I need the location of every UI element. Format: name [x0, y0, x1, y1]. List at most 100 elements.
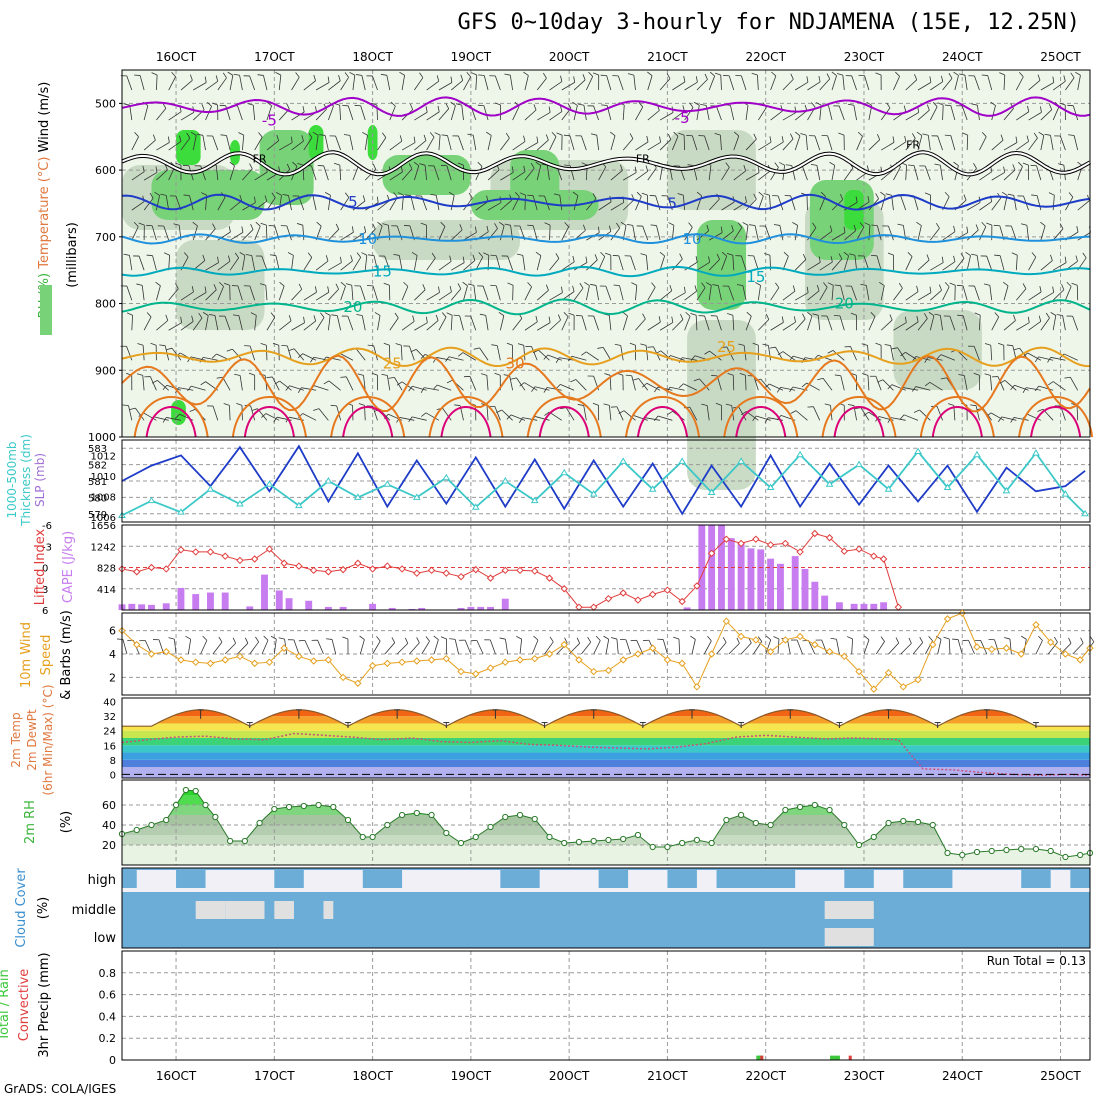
- upper-wind-barb: [939, 315, 943, 331]
- wind-speed-point: [442, 654, 451, 663]
- upper-wind-barb: [340, 260, 353, 271]
- surface-wind-barb: [875, 641, 885, 655]
- upper-wind-barb-flag: [151, 380, 158, 384]
- rh-point: [428, 811, 435, 819]
- surface-wind-barb-flag: [1020, 635, 1027, 640]
- upper-wind-barb-flag: [183, 252, 189, 258]
- upper-wind-barb-flag: [151, 72, 158, 76]
- upper-wind-barb-flag: [774, 162, 779, 168]
- upper-wind-barb-flag: [523, 135, 526, 142]
- upper-wind-barb: [851, 285, 857, 301]
- upper-wind-barb: [618, 255, 624, 271]
- upper-wind-barb: [352, 165, 359, 181]
- upper-wind-barb: [126, 346, 133, 361]
- upper-wind-barb-flag: [829, 225, 833, 232]
- upper-wind-barb-flag: [533, 104, 537, 111]
- surface-wind-barb: [273, 639, 277, 655]
- surface-wind-barb: [317, 640, 324, 655]
- upper-wind-barb-flag: [904, 135, 907, 142]
- upper-wind-barb: [1028, 112, 1042, 121]
- cape-bar: [388, 607, 396, 610]
- cloud-row-label: middle: [72, 903, 116, 918]
- lifted-index-point: [825, 534, 834, 542]
- upper-wind-barb: [463, 197, 473, 211]
- upper-wind-barb: [303, 80, 316, 91]
- upper-wind-barb-flag: [1003, 166, 1006, 173]
- upper-wind-barb: [141, 285, 145, 301]
- upper-wind-barb: [1052, 195, 1055, 211]
- upper-wind-barb-flag: [227, 71, 234, 76]
- upper-wind-barb: [217, 261, 231, 271]
- upper-wind-barb: [684, 107, 694, 121]
- lifted-tick-label: -3: [42, 542, 52, 553]
- isotherm-line: [121, 346, 1091, 368]
- precip-ylabel-part: 3hr Precip (mm): [37, 952, 52, 1057]
- cloud-middle-clear: [225, 901, 265, 919]
- upper-wind-barb-flag: [467, 283, 474, 286]
- lifted-index-point: [707, 549, 716, 558]
- upper-wind-barb: [534, 386, 550, 391]
- upper-wind-barb-flag: [1049, 104, 1053, 110]
- upper-wind-barb-flag: [543, 387, 548, 393]
- upper-wind-barb-flag: [357, 373, 364, 376]
- upper-wind-barb: [905, 138, 916, 151]
- upper-wind-barb-flag: [271, 192, 276, 198]
- lifted-index-point: [191, 548, 200, 556]
- upper-wind-barb: [293, 348, 305, 361]
- upper-wind-barb: [278, 320, 292, 331]
- upper-wind-barb: [903, 387, 919, 391]
- upper-wind-barb: [438, 291, 452, 301]
- upper-wind-barb-flag: [981, 221, 987, 227]
- wind-speed-point: [295, 652, 303, 661]
- upper-wind-barb-flag: [793, 316, 796, 323]
- lifted-tick-label: -6: [42, 521, 52, 532]
- upper-wind-barb: [757, 285, 761, 301]
- lifted-index-point: [766, 541, 775, 549]
- rh-point: [649, 843, 656, 851]
- isotherm-30-loop: [330, 396, 406, 438]
- upper-wind-barb-flag: [325, 255, 329, 262]
- rh-band: [122, 790, 1090, 795]
- upper-wind-barb: [1011, 225, 1017, 241]
- upper-wind-barb: [619, 285, 624, 301]
- upper-wind-barb-flag: [990, 101, 996, 106]
- upper-wind-barb-flag: [957, 314, 964, 317]
- rh-point: [212, 813, 219, 821]
- upper-wind-barb-flag: [709, 71, 715, 77]
- surface-wind-barb: [912, 642, 924, 655]
- upper-wind-barb-flag: [239, 194, 243, 201]
- upper-wind-barb-flag: [994, 312, 1000, 318]
- upper-wind-barb-flag: [975, 224, 979, 231]
- upper-wind-barb: [372, 285, 378, 301]
- x-tick-label-top: 17OCT: [254, 50, 295, 64]
- surface-wind-barb-flag: [1004, 637, 1011, 640]
- upper-wind-barb: [401, 286, 409, 301]
- rh-shade-green: [470, 190, 599, 220]
- wind-ylabel-line: Speed: [39, 635, 54, 676]
- upper-wind-barb-flag: [779, 162, 785, 166]
- upper-wind-barb-flag: [207, 101, 212, 107]
- upper-wind-barb-flag: [279, 281, 285, 287]
- upper-wind-barb-flag: [727, 372, 734, 376]
- upper-wind-barb-flag: [146, 254, 153, 257]
- wind-speed-point: [825, 647, 834, 656]
- surface-wind-barb: [994, 639, 1000, 655]
- upper-wind-barb-flag: [1064, 256, 1067, 263]
- surface-wind-barb: [293, 639, 300, 655]
- upper-wind-barb: [782, 112, 797, 121]
- upper-wind-barb: [1003, 75, 1006, 91]
- surface-wind-barb-flag: [433, 635, 439, 640]
- upper-wind-barb-flag: [572, 255, 575, 262]
- upper-wind-barb: [249, 345, 256, 361]
- upper-wind-barb-flag: [937, 102, 944, 106]
- upper-wind-barb-flag: [1037, 74, 1041, 81]
- upper-wind-barb: [979, 201, 992, 211]
- upper-wind-barb-flag: [266, 376, 273, 378]
- upper-wind-barb-flag: [651, 282, 656, 288]
- wind-speed-point: [943, 615, 952, 623]
- upper-wind-barb: [843, 167, 854, 181]
- temp-ylabel-part: 2m Temp: [9, 712, 23, 767]
- lifted-index-point: [737, 539, 745, 548]
- upper-wind-barb-flag: [343, 134, 350, 136]
- upper-wind-barb-flag: [303, 316, 305, 323]
